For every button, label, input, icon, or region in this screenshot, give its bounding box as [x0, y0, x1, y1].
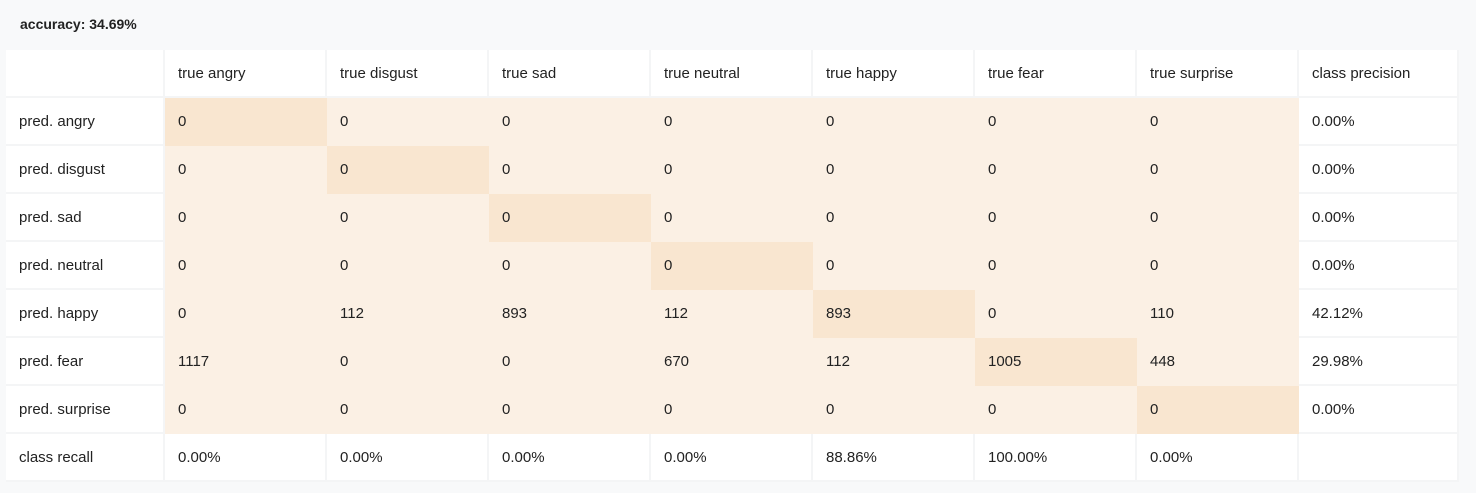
- row-header: pred. angry: [6, 98, 165, 146]
- matrix-cell: 112: [327, 290, 489, 338]
- precision-cell: 0.00%: [1299, 98, 1459, 146]
- matrix-cell: 0: [327, 386, 489, 434]
- diagonal-cell: 0: [165, 98, 327, 146]
- recall-cell: 0.00%: [327, 434, 489, 482]
- accuracy-label: accuracy: 34.69%: [20, 16, 137, 32]
- matrix-cell: 0: [975, 386, 1137, 434]
- matrix-cell: 0: [489, 242, 651, 290]
- matrix-cell: 112: [651, 290, 813, 338]
- precision-cell: 29.98%: [1299, 338, 1459, 386]
- column-header: true sad: [489, 50, 651, 98]
- matrix-cell: 0: [813, 194, 975, 242]
- matrix-cell: 448: [1137, 338, 1299, 386]
- matrix-cell: 0: [975, 290, 1137, 338]
- row-header: pred. surprise: [6, 386, 165, 434]
- column-header: true happy: [813, 50, 975, 98]
- recall-cell: 0.00%: [489, 434, 651, 482]
- row-header: pred. disgust: [6, 146, 165, 194]
- matrix-cell: 0: [1137, 98, 1299, 146]
- diagonal-cell: 1005: [975, 338, 1137, 386]
- column-header: true neutral: [651, 50, 813, 98]
- matrix-cell: 0: [1137, 146, 1299, 194]
- matrix-cell: 0: [489, 146, 651, 194]
- matrix-cell: 893: [489, 290, 651, 338]
- matrix-cell: 0: [1137, 242, 1299, 290]
- matrix-cell: 0: [813, 386, 975, 434]
- column-header: true surprise: [1137, 50, 1299, 98]
- matrix-cell: 0: [489, 338, 651, 386]
- row-header: pred. fear: [6, 338, 165, 386]
- matrix-cell: 0: [651, 146, 813, 194]
- row-header: pred. sad: [6, 194, 165, 242]
- confusion-matrix-table: true angry true disgust true sad true neutr…: [6, 50, 1459, 482]
- column-header: class precision: [1299, 50, 1459, 98]
- matrix-cell: 0: [327, 194, 489, 242]
- matrix-cell: 0: [975, 98, 1137, 146]
- matrix-cell: 1117: [165, 338, 327, 386]
- column-header: true angry: [165, 50, 327, 98]
- matrix-cell: 0: [327, 338, 489, 386]
- recall-cell: 0.00%: [1137, 434, 1299, 482]
- row-header: pred. happy: [6, 290, 165, 338]
- matrix-cell: 0: [165, 194, 327, 242]
- precision-cell: 42.12%: [1299, 290, 1459, 338]
- matrix-cell: 0: [165, 242, 327, 290]
- matrix-cell: 112: [813, 338, 975, 386]
- matrix-cell: 110: [1137, 290, 1299, 338]
- recall-cell: 0.00%: [165, 434, 327, 482]
- matrix-cell: 670: [651, 338, 813, 386]
- matrix-cell: 0: [651, 194, 813, 242]
- precision-cell: 0.00%: [1299, 146, 1459, 194]
- matrix-cell: 0: [975, 242, 1137, 290]
- matrix-cell: 0: [813, 98, 975, 146]
- recall-cell: 88.86%: [813, 434, 975, 482]
- recall-cell: 0.00%: [651, 434, 813, 482]
- matrix-cell: 0: [975, 194, 1137, 242]
- matrix-cell: 0: [975, 146, 1137, 194]
- matrix-cell: 0: [813, 242, 975, 290]
- column-header: true fear: [975, 50, 1137, 98]
- matrix-cell: 0: [813, 146, 975, 194]
- matrix-cell: 0: [1137, 194, 1299, 242]
- matrix-cell: 0: [327, 242, 489, 290]
- precision-cell: 0.00%: [1299, 386, 1459, 434]
- matrix-cell: 0: [165, 146, 327, 194]
- matrix-cell: 0: [651, 386, 813, 434]
- matrix-cell: 0: [489, 98, 651, 146]
- diagonal-cell: 0: [489, 194, 651, 242]
- precision-cell: 0.00%: [1299, 194, 1459, 242]
- precision-cell: 0.00%: [1299, 242, 1459, 290]
- diagonal-cell: 0: [1137, 386, 1299, 434]
- matrix-cell: 0: [651, 98, 813, 146]
- diagonal-cell: 0: [651, 242, 813, 290]
- row-header: pred. neutral: [6, 242, 165, 290]
- recall-cell: 100.00%: [975, 434, 1137, 482]
- matrix-cell: 0: [165, 386, 327, 434]
- corner-cell: [6, 50, 165, 98]
- matrix-cell: 0: [489, 386, 651, 434]
- diagonal-cell: 893: [813, 290, 975, 338]
- matrix-cell: 0: [165, 290, 327, 338]
- diagonal-cell: 0: [327, 146, 489, 194]
- empty-cell: [1299, 434, 1459, 482]
- row-header: class recall: [6, 434, 165, 482]
- matrix-cell: 0: [327, 98, 489, 146]
- column-header: true disgust: [327, 50, 489, 98]
